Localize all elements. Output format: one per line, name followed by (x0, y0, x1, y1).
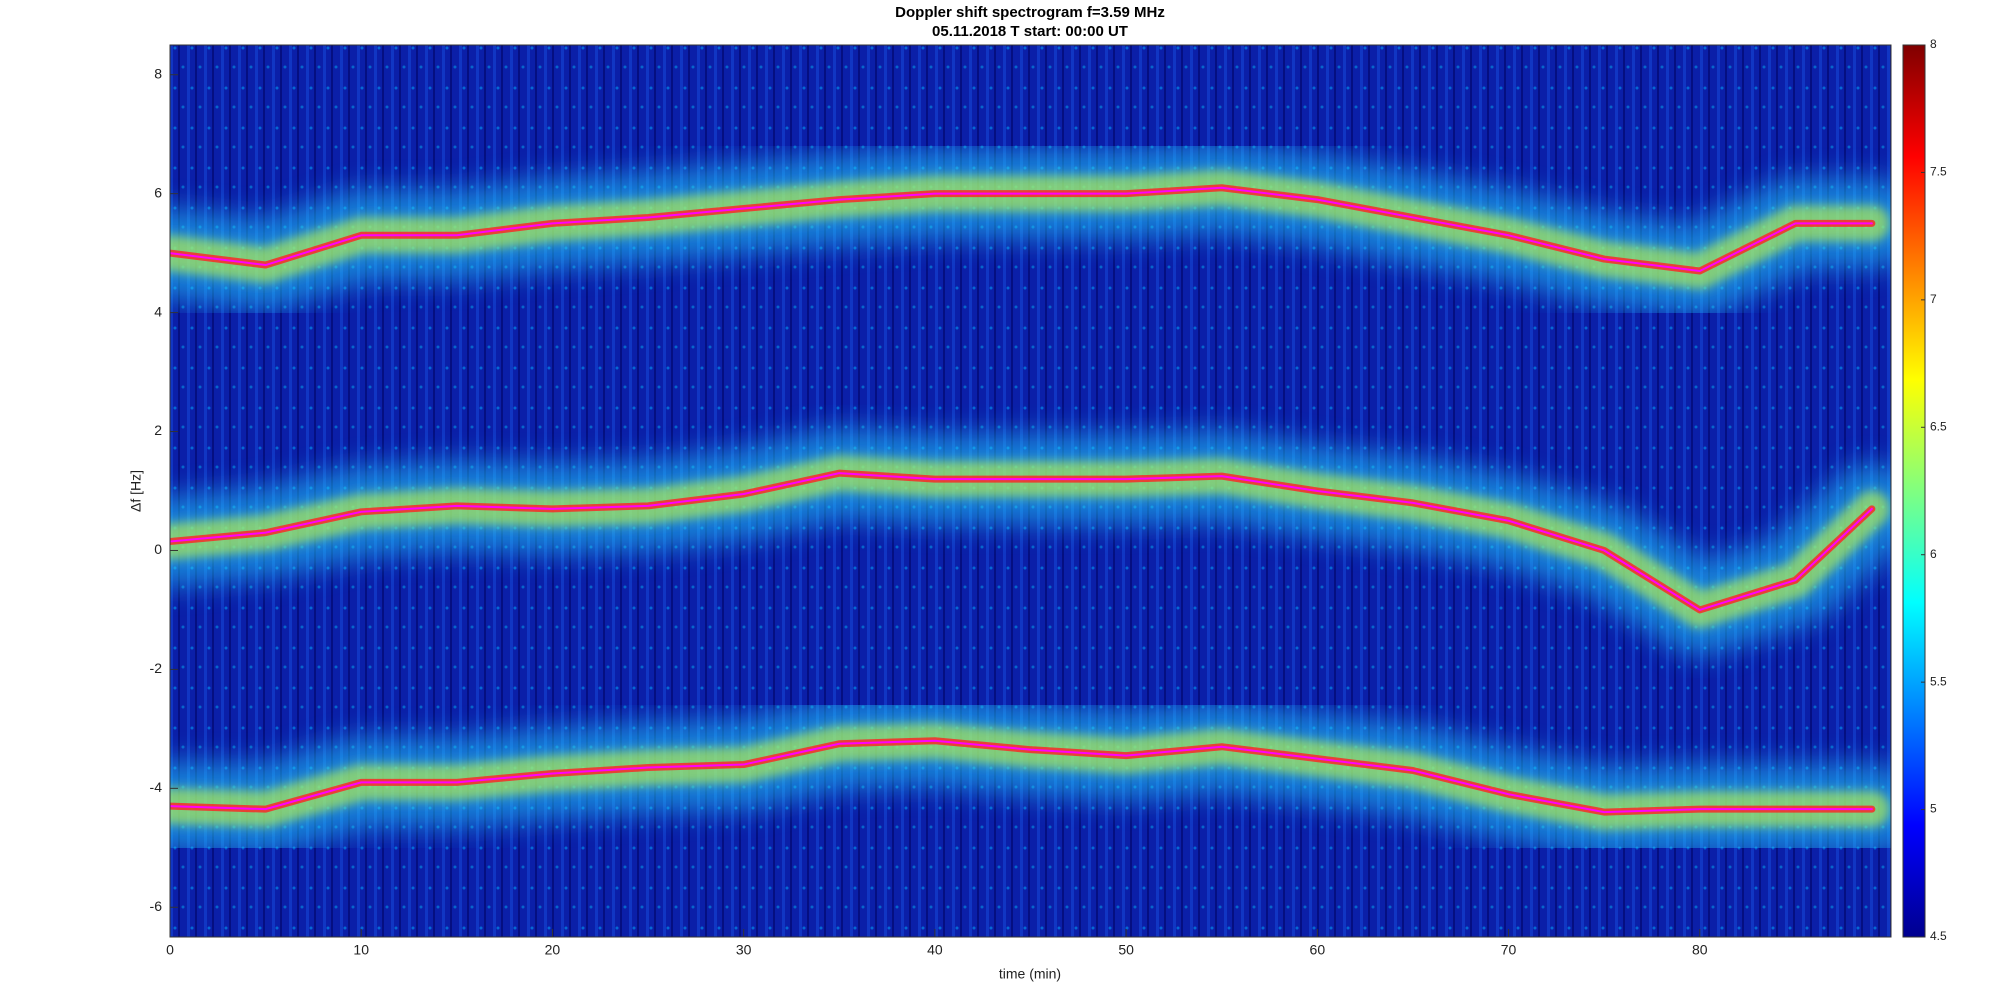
x-tick-label: 40 (927, 942, 943, 958)
colorbar (1902, 44, 1926, 938)
y-tick-label: -6 (150, 898, 163, 914)
x-tick-label: 30 (736, 942, 752, 958)
colorbar-tick-label: 6.5 (1930, 419, 1947, 433)
y-tick-label: -2 (150, 660, 163, 676)
x-axis-label: time (min) (999, 966, 1061, 982)
x-tick-label: 20 (545, 942, 561, 958)
trace-line (170, 739, 1873, 814)
x-tick-label: 70 (1501, 942, 1517, 958)
y-tick-label: 2 (154, 422, 162, 438)
chart-title: Doppler shift spectrogram f=3.59 MHz (895, 4, 1165, 21)
y-tick-label: -4 (150, 779, 163, 795)
x-tick-label: 0 (166, 942, 174, 958)
colorbar-tick-label: 5.5 (1930, 674, 1947, 688)
plot-area (170, 142, 1891, 858)
x-tick-label: 50 (1118, 942, 1134, 958)
colorbar-tick-label: 6 (1930, 547, 1937, 561)
trace-line (170, 186, 1873, 272)
y-tick-label: 4 (154, 303, 162, 319)
colorbar-tick-label: 7 (1930, 292, 1937, 306)
trace-line (170, 472, 1873, 611)
y-tick-label: 8 (154, 65, 162, 81)
x-tick-label: 10 (353, 942, 369, 958)
axes-frame (169, 44, 1892, 938)
colorbar-tick-label: 8 (1930, 37, 1937, 51)
x-tick-label: 60 (1310, 942, 1326, 958)
y-tick-label: 0 (154, 541, 162, 557)
colorbar-tick-label: 5 (1930, 802, 1937, 816)
x-tick-label: 80 (1692, 942, 1708, 958)
y-tick-label: 6 (154, 184, 162, 200)
y-axis-label: Δf [Hz] (128, 470, 144, 512)
colorbar-tick-label: 4.5 (1930, 929, 1947, 943)
chart-subtitle: 05.11.2018 T start: 00:00 UT (932, 23, 1128, 40)
colorbar-tick-label: 7.5 (1930, 165, 1947, 179)
